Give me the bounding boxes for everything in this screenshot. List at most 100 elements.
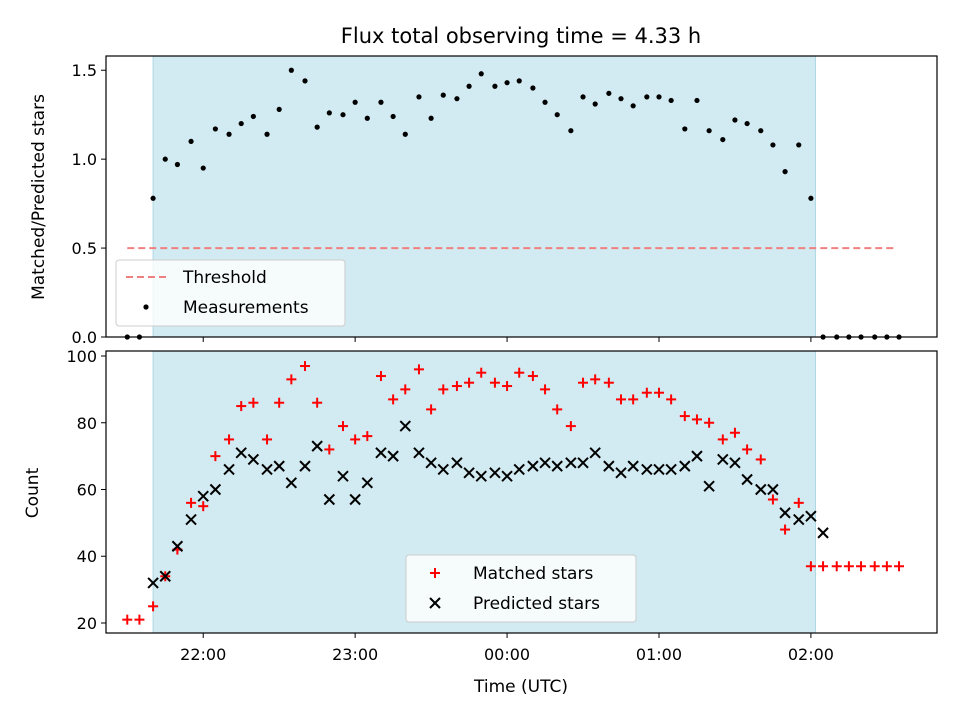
predicted-star-point	[337, 470, 349, 482]
predicted-star-point	[565, 457, 577, 469]
measurement-point	[466, 83, 472, 89]
matched-star-point	[388, 394, 399, 405]
matched-star-point	[780, 524, 791, 535]
measurement-point	[744, 120, 750, 127]
predicted-star-point	[703, 480, 715, 492]
measurement-point	[758, 128, 764, 134]
predicted-star-point	[729, 457, 741, 469]
predicted-star-point	[437, 463, 449, 476]
y-tick-label: 100	[66, 347, 97, 366]
bottom-axes-frame	[105, 350, 938, 634]
measurement-point	[250, 113, 256, 120]
measurement-point	[630, 103, 636, 109]
bottom-x-ticks: 22:00 23:00 00:00 01:00 02:00	[180, 633, 834, 664]
measurement-point	[416, 94, 422, 100]
cross-b	[349, 493, 361, 506]
cross-b	[451, 457, 463, 469]
matched-star-point	[641, 387, 652, 398]
top-axes-frame	[105, 55, 938, 338]
measurement-point	[428, 115, 434, 121]
matched-star-point	[400, 384, 411, 395]
measurement-point	[212, 126, 218, 132]
predicted-star-point	[779, 507, 791, 519]
predicted-star-point	[641, 463, 653, 476]
measurement-point	[264, 131, 270, 137]
y-tick-label: 1.5	[72, 61, 97, 80]
matched-star-point	[717, 434, 728, 445]
matched-star-point	[818, 561, 829, 572]
cross-b	[429, 597, 441, 609]
cross-b	[691, 450, 703, 462]
measurement-point	[454, 96, 460, 102]
predicted-star-point	[539, 457, 551, 469]
cross-b	[159, 570, 171, 582]
matched-star-point	[679, 411, 690, 422]
matched-star-point	[502, 381, 513, 392]
legend-threshold-label: Threshold	[182, 268, 267, 288]
top-y-ticks: 0.0 0.5 1.0 1.5	[72, 61, 106, 347]
cross-b	[235, 447, 247, 459]
measurement-point	[440, 92, 446, 98]
matched-star-point	[843, 561, 854, 572]
legend-measurement-swatch	[143, 304, 149, 310]
legend-matched-label: Matched stars	[473, 564, 593, 584]
predicted-star-point	[159, 570, 171, 582]
cross-b	[285, 477, 298, 489]
measurement-point	[606, 90, 612, 96]
cross-b	[337, 470, 349, 482]
bottom-y-axis-label: Count	[23, 467, 43, 518]
matched-star-point	[628, 394, 639, 405]
measurement-point	[340, 112, 346, 118]
cross-b	[551, 460, 563, 472]
measurement-point	[706, 128, 712, 134]
matched-star-point	[274, 397, 285, 408]
cross-b	[299, 460, 311, 472]
measurement-point	[174, 161, 181, 168]
cross-b	[247, 453, 260, 466]
cross-b	[489, 467, 501, 479]
matched-star-point	[666, 394, 677, 405]
cross-b	[589, 447, 601, 459]
predicted-star-point	[247, 453, 260, 466]
cross-b	[577, 457, 589, 469]
predicted-star-point	[349, 493, 361, 506]
matched-star-point	[312, 397, 323, 408]
predicted-star-point	[793, 513, 805, 526]
measurement-point	[326, 110, 332, 116]
cross-b	[603, 460, 615, 472]
matched-star-point	[438, 384, 449, 395]
cross-b	[817, 527, 829, 539]
x-axis-label: Time (UTC)	[473, 677, 568, 697]
matched-star-point	[350, 434, 361, 445]
cross-b	[361, 477, 374, 489]
predicted-star-point	[425, 457, 437, 469]
legend-matched-swatch	[430, 568, 440, 578]
measurement-point	[150, 195, 156, 201]
measurement-point	[288, 67, 294, 73]
cross-b	[805, 510, 817, 522]
matched-star-point	[210, 451, 221, 462]
cross-b	[779, 507, 791, 519]
cross-b	[475, 470, 487, 482]
cross-b	[565, 457, 577, 469]
measurement-point	[580, 94, 586, 100]
matched-star-point	[451, 381, 462, 392]
cross-b	[703, 480, 715, 492]
predicted-star-point	[311, 440, 323, 452]
y-tick-label: 80	[77, 414, 97, 433]
predicted-star-point	[603, 460, 615, 472]
measurement-point	[720, 136, 726, 143]
y-tick-label: 1.0	[72, 150, 97, 169]
x-tick-label: 02:00	[788, 645, 834, 664]
matched-stars-points	[122, 361, 905, 625]
predicted-star-point	[741, 473, 753, 486]
measurement-point	[644, 94, 650, 100]
predicted-star-point	[767, 483, 779, 496]
cross-b	[679, 460, 691, 472]
predicted-star-point	[209, 483, 222, 496]
measurement-point	[162, 156, 168, 162]
cross-b	[767, 483, 779, 496]
matched-star-point	[413, 364, 424, 375]
matched-star-point	[236, 401, 247, 412]
predicted-star-point	[627, 460, 639, 472]
